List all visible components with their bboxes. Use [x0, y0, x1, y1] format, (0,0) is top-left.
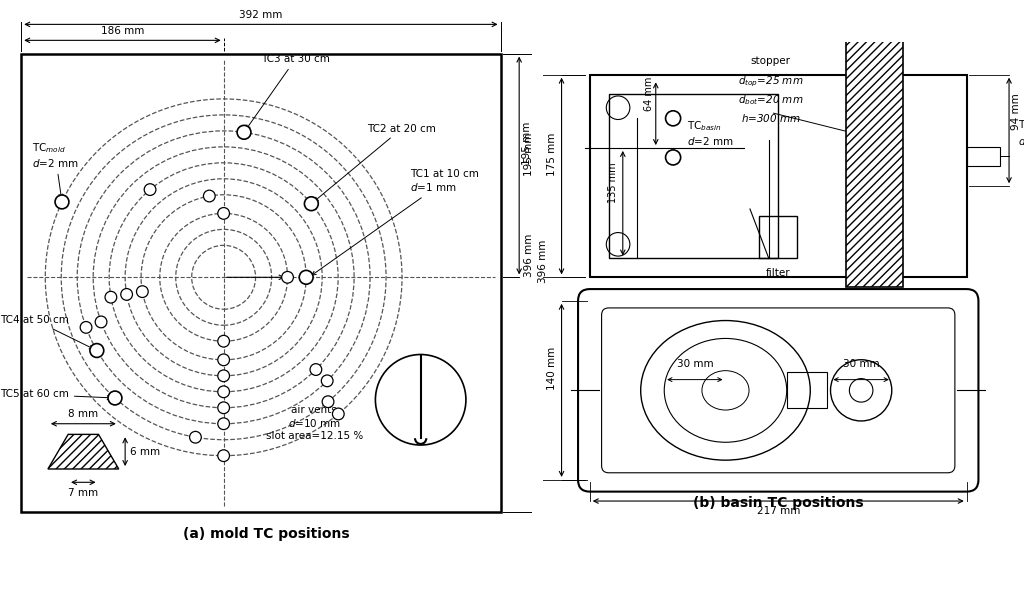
Circle shape: [322, 375, 333, 386]
Text: 195 mm: 195 mm: [522, 122, 532, 165]
Text: $h$=300 mm: $h$=300 mm: [740, 113, 801, 124]
Bar: [786, 372, 827, 408]
Circle shape: [95, 316, 106, 328]
Circle shape: [218, 402, 229, 414]
Text: 195 mm: 195 mm: [523, 133, 534, 176]
Text: 396 mm: 396 mm: [539, 240, 548, 283]
Text: TC1 at 10 cm
$d$=1 mm: TC1 at 10 cm $d$=1 mm: [312, 169, 479, 275]
Text: TC$_{stopper}$
$d$=2 mm: TC$_{stopper}$ $d$=2 mm: [1019, 119, 1024, 147]
Circle shape: [238, 125, 251, 139]
Text: stopper: stopper: [751, 56, 791, 66]
Text: 175 mm: 175 mm: [547, 133, 557, 176]
Text: (b) basin TC positions: (b) basin TC positions: [693, 496, 863, 510]
Text: 217 mm: 217 mm: [757, 506, 800, 516]
Text: filter: filter: [766, 268, 791, 278]
Text: 64 mm: 64 mm: [644, 77, 653, 112]
Bar: [590, 75, 967, 277]
Text: TC4 at 50 cm: TC4 at 50 cm: [0, 315, 93, 349]
Circle shape: [218, 335, 229, 347]
Circle shape: [189, 431, 202, 443]
Circle shape: [218, 418, 229, 430]
Circle shape: [282, 271, 294, 283]
Text: 7 mm: 7 mm: [69, 487, 98, 497]
Circle shape: [90, 343, 103, 358]
Text: $d_{top}$=25 mm: $d_{top}$=25 mm: [738, 75, 804, 89]
Circle shape: [204, 190, 215, 202]
Text: TC3 at 30 cm: TC3 at 30 cm: [246, 54, 330, 129]
Circle shape: [218, 386, 229, 398]
Text: 186 mm: 186 mm: [100, 26, 144, 36]
Circle shape: [80, 322, 92, 333]
Circle shape: [105, 291, 117, 303]
Circle shape: [136, 286, 148, 297]
Text: (a) mold TC positions: (a) mold TC positions: [183, 527, 349, 541]
Bar: [608, 94, 778, 258]
Circle shape: [299, 270, 313, 284]
Bar: [760, 216, 797, 258]
Bar: [967, 147, 999, 166]
Text: 30 mm: 30 mm: [843, 359, 880, 369]
Text: 6 mm: 6 mm: [130, 447, 161, 457]
Circle shape: [218, 370, 229, 382]
Circle shape: [333, 408, 344, 420]
Polygon shape: [48, 434, 119, 469]
Text: air vents
$d$=10 mm
slot area=12.15 %: air vents $d$=10 mm slot area=12.15 %: [265, 405, 362, 441]
Circle shape: [323, 396, 334, 408]
Circle shape: [144, 183, 156, 195]
Text: TC5 at 60 cm: TC5 at 60 cm: [0, 389, 112, 399]
Text: TC2 at 20 cm: TC2 at 20 cm: [314, 123, 436, 201]
Circle shape: [55, 195, 69, 209]
Bar: [22, 54, 501, 512]
Text: 8 mm: 8 mm: [69, 409, 98, 419]
Circle shape: [310, 363, 322, 375]
Text: 396 mm: 396 mm: [523, 234, 534, 277]
Circle shape: [666, 111, 681, 126]
Circle shape: [218, 450, 229, 461]
Text: 135 mm: 135 mm: [608, 163, 618, 203]
Text: 140 mm: 140 mm: [547, 347, 557, 391]
Circle shape: [218, 208, 229, 219]
Circle shape: [109, 391, 122, 405]
Text: 94 mm: 94 mm: [1011, 94, 1021, 130]
Text: $d_{bot}$=20 mm: $d_{bot}$=20 mm: [738, 94, 804, 107]
Circle shape: [121, 289, 132, 300]
Text: TC$_{basin}$
$d$=2 mm: TC$_{basin}$ $d$=2 mm: [687, 119, 734, 147]
Text: 30 mm: 30 mm: [677, 359, 713, 369]
Circle shape: [666, 150, 681, 165]
Circle shape: [304, 197, 318, 211]
Text: TC$_{mold}$
$d$=2 mm: TC$_{mold}$ $d$=2 mm: [32, 141, 79, 198]
Circle shape: [218, 354, 229, 366]
Text: 392 mm: 392 mm: [240, 10, 283, 20]
Bar: [846, 37, 902, 287]
